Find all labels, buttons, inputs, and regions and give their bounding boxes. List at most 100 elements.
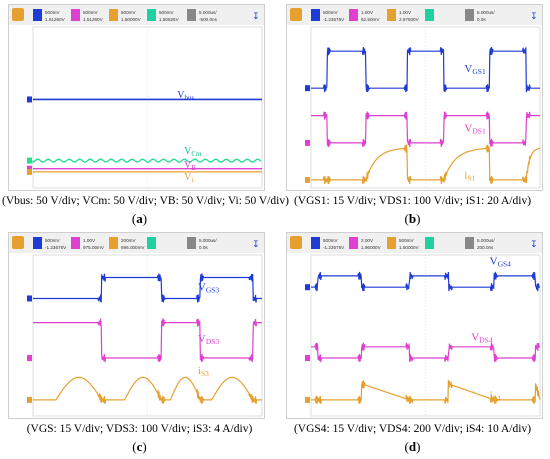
channel-1-scale: 500mV xyxy=(323,10,338,15)
channel-marker xyxy=(27,165,32,172)
timebase-icon[interactable] xyxy=(187,9,196,21)
scope-toolbar xyxy=(9,5,264,25)
trace-vcm xyxy=(32,158,262,164)
channel-2-swatch[interactable] xyxy=(71,237,80,249)
channel-4-scale: 500mV xyxy=(159,10,174,15)
channel-1-scale: 500mV xyxy=(45,10,60,15)
trace-label: VGS1 xyxy=(464,63,486,76)
trigger-icon[interactable]: ↧ xyxy=(252,240,260,250)
channel-2-swatch[interactable] xyxy=(349,237,358,249)
scope-menu-icon[interactable] xyxy=(12,8,24,21)
caption-a: (Vbus: 50 V/div; VCm: 50 V/div; VB: 50 V… xyxy=(2,195,289,207)
channel-2-offset: 1.51260V xyxy=(83,17,104,22)
channel-1-offset: -1.23676V xyxy=(323,17,345,22)
channel-1-offset: 1.51260V xyxy=(45,17,66,22)
channel-marker xyxy=(305,284,310,291)
channel-4-swatch[interactable] xyxy=(425,237,434,249)
trace-label: VGS3 xyxy=(198,281,220,294)
channel-3-offset: 1.50000V xyxy=(121,17,142,22)
oscilloscope-panel-a: 500mV 1.51260V 500mV 1.51260V 500mV 1.50000V 5… xyxy=(8,4,265,191)
scope-toolbar xyxy=(9,233,264,253)
channel-marker xyxy=(305,396,310,403)
panel-letter-a: (a) xyxy=(131,211,148,226)
channel-marker xyxy=(305,355,310,362)
channel-3-scale: 500mV xyxy=(121,10,136,15)
trace-label: VB xyxy=(184,160,196,172)
channel-1-offset: -1.23676V xyxy=(323,245,345,250)
channel-1-offset: -1.23676V xyxy=(45,245,67,250)
scope-toolbar xyxy=(287,233,542,253)
trace-label: VDS3 xyxy=(198,333,220,346)
scope-menu-icon[interactable] xyxy=(12,236,24,249)
channel-4-swatch[interactable] xyxy=(147,9,156,21)
scope-svg: 500mV 1.51260V 500mV 1.51260V 500mV 1.50000V 5… xyxy=(9,5,264,189)
oscilloscope-panel-c: 500mV -1.23676V 1.00V 975.00mV 200mV 696.000m… xyxy=(8,232,265,419)
channel-marker xyxy=(27,157,32,164)
channel-4-swatch[interactable] xyxy=(425,9,434,21)
trace-label: iS4 xyxy=(490,389,501,402)
channel-3-swatch[interactable] xyxy=(109,9,118,21)
scope-svg: 500mV -1.23676V 1.00V 975.00mV 200mV 696.000m… xyxy=(9,233,264,417)
delay-value: 0.0s xyxy=(199,245,208,250)
channel-1-swatch[interactable] xyxy=(33,237,42,249)
oscilloscope-panel-d: 500mV -1.23676V 2.00V 1.96000V 500mV 1.50000V… xyxy=(286,232,543,419)
channel-marker xyxy=(27,96,32,103)
panel-letter-d: (d) xyxy=(404,439,421,454)
channel-2-offset: 62.50mV xyxy=(361,17,380,22)
channel-3-offset: 2.97500V xyxy=(399,17,420,22)
oscilloscope-panel-b: 500mV -1.23676V 1.00V 62.50mV 1.00V 2.97500V 5… xyxy=(286,4,543,191)
delay-value: -500.0ns xyxy=(199,17,218,22)
trigger-icon[interactable]: ↧ xyxy=(252,12,260,22)
timebase-value: 5.000us/ xyxy=(477,238,495,243)
trace-label: iS3 xyxy=(198,365,209,378)
channel-marker xyxy=(27,396,32,403)
channel-2-offset: 975.00mV xyxy=(83,245,105,250)
scope-menu-icon[interactable] xyxy=(290,236,302,249)
caption-b: (VGS1: 15 V/div; VDS1: 100 V/div; iS1: 2… xyxy=(293,195,532,207)
channel-2-swatch[interactable] xyxy=(71,9,80,21)
channel-4-swatch[interactable] xyxy=(147,237,156,249)
channel-3-scale: 1.00V xyxy=(399,10,412,15)
channel-3-swatch[interactable] xyxy=(387,9,396,21)
panel-letter-c: (c) xyxy=(132,439,147,454)
channel-1-scale: 500mV xyxy=(323,238,338,243)
scope-menu-icon[interactable] xyxy=(290,8,302,21)
trace-label: Vbus xyxy=(177,90,194,102)
channel-marker xyxy=(27,355,32,362)
caption-c: (VGS: 15 V/div; VDS3: 100 V/div; iS3: 4 … xyxy=(26,423,253,435)
channel-3-swatch[interactable] xyxy=(109,237,118,249)
trace-vds3 xyxy=(33,318,262,363)
timebase-value: 5.000us/ xyxy=(199,238,217,243)
trace-vgs3 xyxy=(33,273,262,303)
trigger-icon[interactable]: ↧ xyxy=(530,12,538,22)
channel-1-scale: 500mV xyxy=(45,238,60,243)
trace-label: VDS4 xyxy=(471,331,493,344)
timebase-icon[interactable] xyxy=(465,9,474,21)
channel-marker xyxy=(305,176,310,183)
plot-area xyxy=(310,254,541,417)
channel-1-swatch[interactable] xyxy=(311,9,320,21)
trace-label: VDS1 xyxy=(464,123,486,136)
trace-is1 xyxy=(311,144,541,185)
channel-3-swatch[interactable] xyxy=(387,237,396,249)
timebase-icon[interactable] xyxy=(187,237,196,249)
scope-toolbar xyxy=(287,5,542,25)
channel-2-scale: 1.00V xyxy=(361,10,374,15)
channel-marker xyxy=(27,295,32,302)
channel-2-scale: 2.00V xyxy=(361,238,374,243)
channel-2-scale: 500mV xyxy=(83,10,98,15)
channel-2-swatch[interactable] xyxy=(349,9,358,21)
channel-1-swatch[interactable] xyxy=(311,237,320,249)
trace-is3 xyxy=(33,376,262,404)
channel-marker xyxy=(305,139,310,146)
delay-value: 0.0s xyxy=(477,17,486,22)
channel-1-swatch[interactable] xyxy=(33,9,42,21)
channel-4-offset: 1.50826V xyxy=(159,17,180,22)
trigger-icon[interactable]: ↧ xyxy=(530,240,538,250)
timebase-icon[interactable] xyxy=(465,237,474,249)
trace-vds4 xyxy=(311,342,540,363)
channel-2-scale: 1.00V xyxy=(83,238,96,243)
trace-is4 xyxy=(311,379,541,404)
plot-area xyxy=(310,26,541,189)
channel-marker xyxy=(27,168,32,175)
